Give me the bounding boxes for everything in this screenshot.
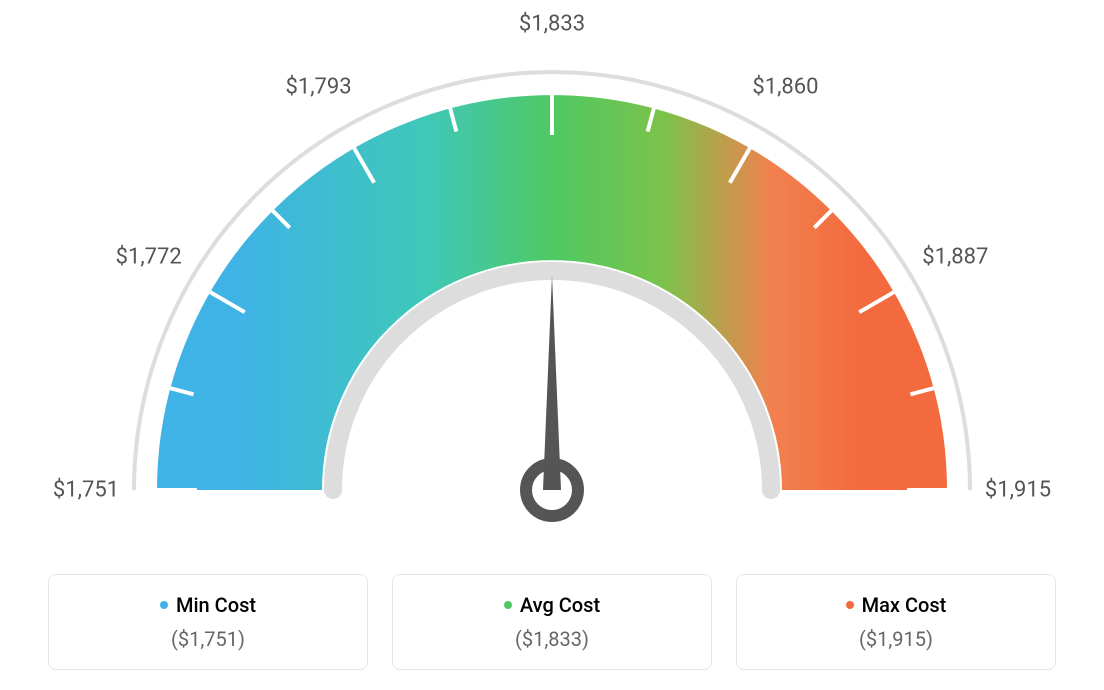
legend-title-text: Min Cost [176,593,256,617]
legend-value-avg: ($1,833) [413,627,691,651]
dot-icon [846,601,854,609]
dot-icon [160,601,168,609]
legend-row: Min Cost ($1,751) Avg Cost ($1,833) Max … [0,574,1104,670]
legend-title-min: Min Cost [160,593,256,617]
legend-card-avg: Avg Cost ($1,833) [392,574,712,670]
tick-label: $1,915 [985,478,1051,503]
gauge-chart: $1,751 $1,772 $1,793 $1,833 $1,860 $1,887 $1,9… [0,0,1104,560]
legend-card-max: Max Cost ($1,915) [736,574,1056,670]
legend-card-min: Min Cost ($1,751) [48,574,368,670]
legend-value-min: ($1,751) [69,627,347,651]
dot-icon [504,601,512,609]
tick-label: $1,793 [285,74,351,99]
gauge-svg [0,0,1104,560]
legend-title-text: Avg Cost [520,593,600,617]
tick-label: $1,751 [53,478,119,503]
legend-title-text: Max Cost [862,593,947,617]
tick-label: $1,772 [116,244,182,269]
legend-value-max: ($1,915) [757,627,1035,651]
legend-title-avg: Avg Cost [504,593,600,617]
tick-label: $1,887 [922,244,988,269]
legend-title-max: Max Cost [846,593,947,617]
tick-label: $1,860 [752,74,818,99]
tick-label: $1,833 [519,12,585,37]
